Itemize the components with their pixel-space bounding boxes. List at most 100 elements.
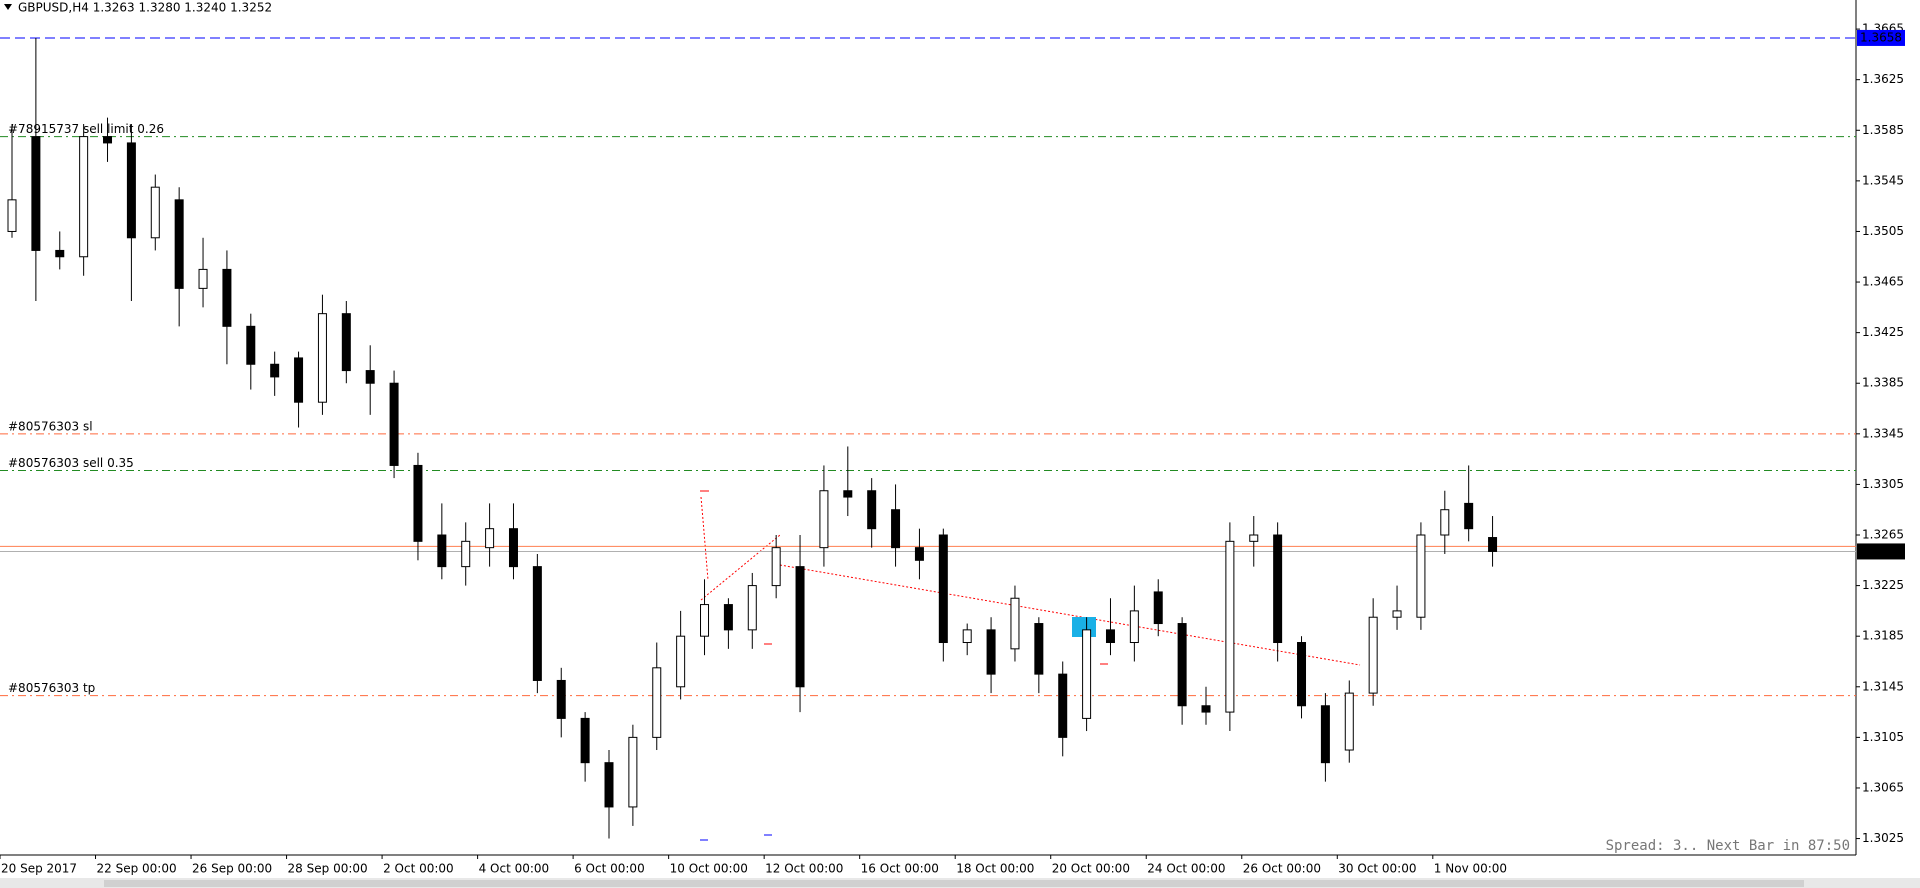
y-tick-label: 1.3465 <box>1862 275 1904 289</box>
x-tick-label: 1 Nov 00:00 <box>1434 862 1507 876</box>
x-tick-label: 30 Oct 00:00 <box>1338 862 1416 876</box>
y-tick-label: 1.3345 <box>1862 426 1904 440</box>
menu-arrow[interactable] <box>4 4 12 10</box>
x-tick-label: 24 Oct 00:00 <box>1147 862 1225 876</box>
x-tick-label: 2 Oct 00:00 <box>383 862 454 876</box>
y-tick-label: 1.3305 <box>1862 477 1904 491</box>
x-tick-label: 16 Oct 00:00 <box>861 862 939 876</box>
candle-body <box>508 528 518 568</box>
candle-body <box>126 142 136 239</box>
y-tick-label: 1.3505 <box>1862 224 1904 238</box>
scrollbar-thumb[interactable] <box>104 880 1804 887</box>
y-tick-label: 1.3585 <box>1862 123 1904 137</box>
candle-body <box>938 534 948 644</box>
x-tick-label: 26 Sep 00:00 <box>192 862 272 876</box>
y-tick-label: 1.3145 <box>1862 679 1904 693</box>
candle-body <box>150 186 160 239</box>
candle-body <box>79 136 89 258</box>
candle-body <box>700 604 710 637</box>
x-tick-label: 26 Oct 00:00 <box>1243 862 1321 876</box>
candle-body <box>1488 537 1498 552</box>
candle-body <box>628 736 638 808</box>
candle-body <box>341 313 351 372</box>
x-tick-label: 18 Oct 00:00 <box>956 862 1034 876</box>
candle-body <box>580 717 590 764</box>
y-tick-label: 1.3065 <box>1862 780 1904 794</box>
candle-body <box>1058 673 1068 738</box>
candle-body <box>747 585 757 631</box>
candle-body <box>1344 692 1354 751</box>
candle-body <box>7 199 17 232</box>
candle-body <box>270 363 280 378</box>
candle-body <box>437 534 447 568</box>
candle-body <box>365 370 375 384</box>
candle-body <box>198 268 208 289</box>
candle-body <box>795 566 805 688</box>
price-tag-label: 1.3252 <box>1860 544 1902 558</box>
candle-body <box>246 325 256 365</box>
candle-body <box>103 136 113 144</box>
candle-body <box>891 509 901 549</box>
x-tick-label: 28 Sep 00:00 <box>288 862 368 876</box>
candle-body <box>317 313 327 403</box>
candle-body <box>1440 509 1450 536</box>
symbol-header: GBPUSD,H4 1.3263 1.3280 1.3240 1.3252 <box>18 1 272 15</box>
candle-body <box>819 490 829 549</box>
level-label: #80576303 sl <box>8 419 93 433</box>
x-tick-label: 20 Sep 2017 <box>1 862 77 876</box>
level-label: #78915737 sell limit 0.26 <box>8 122 164 136</box>
candle-body <box>867 490 877 530</box>
level-label: #80576303 sell 0.35 <box>8 456 134 470</box>
candle-body <box>771 547 781 587</box>
y-tick-label: 1.3265 <box>1862 528 1904 542</box>
candle-body <box>986 629 996 675</box>
candle-body <box>1368 616 1378 694</box>
status-text: Spread: 3.. Next Bar in 87:50 <box>1606 838 1850 854</box>
price-tag <box>1857 543 1905 560</box>
candle-body <box>1320 705 1330 764</box>
candle-body <box>1010 597 1020 650</box>
candle-body <box>222 268 232 327</box>
x-tick-label: 10 Oct 00:00 <box>670 862 748 876</box>
candle-body <box>294 357 304 403</box>
candle-body <box>389 382 399 466</box>
x-tick-label: 20 Oct 00:00 <box>1052 862 1130 876</box>
candle-body <box>604 762 614 808</box>
candle-body <box>1105 629 1115 644</box>
y-tick-label: 1.3545 <box>1862 173 1904 187</box>
candle-body <box>532 566 542 681</box>
y-tick-label: 1.3225 <box>1862 578 1904 592</box>
candle-body <box>1129 610 1139 644</box>
candle-body <box>174 199 184 289</box>
candle-body <box>652 667 662 738</box>
candle-body <box>1249 534 1259 542</box>
candle-body <box>556 679 566 719</box>
price-tag <box>1857 29 1905 46</box>
candle-body <box>843 490 853 498</box>
candle-body <box>1464 502 1474 530</box>
candle-body <box>1416 534 1426 618</box>
y-tick-label: 1.3625 <box>1862 72 1904 86</box>
candle-body <box>1297 642 1307 707</box>
candle-body <box>1177 623 1187 707</box>
candle-body <box>485 528 495 549</box>
trend-line <box>700 534 781 601</box>
level-label: #80576303 tp <box>8 681 95 695</box>
y-tick-label: 1.3385 <box>1862 376 1904 390</box>
x-tick-label: 22 Sep 00:00 <box>97 862 177 876</box>
y-tick-label: 1.3185 <box>1862 629 1904 643</box>
candle-body <box>676 635 686 688</box>
candle-body <box>55 249 65 258</box>
x-tick-label: 12 Oct 00:00 <box>765 862 843 876</box>
candle-body <box>962 629 972 644</box>
candle-body <box>461 540 471 568</box>
x-tick-label: 6 Oct 00:00 <box>574 862 645 876</box>
candle-body <box>1392 610 1402 618</box>
y-tick-label: 1.3025 <box>1862 831 1904 845</box>
y-tick-label: 1.3425 <box>1862 325 1904 339</box>
candle-body <box>1034 623 1044 675</box>
candle-body <box>723 604 733 631</box>
